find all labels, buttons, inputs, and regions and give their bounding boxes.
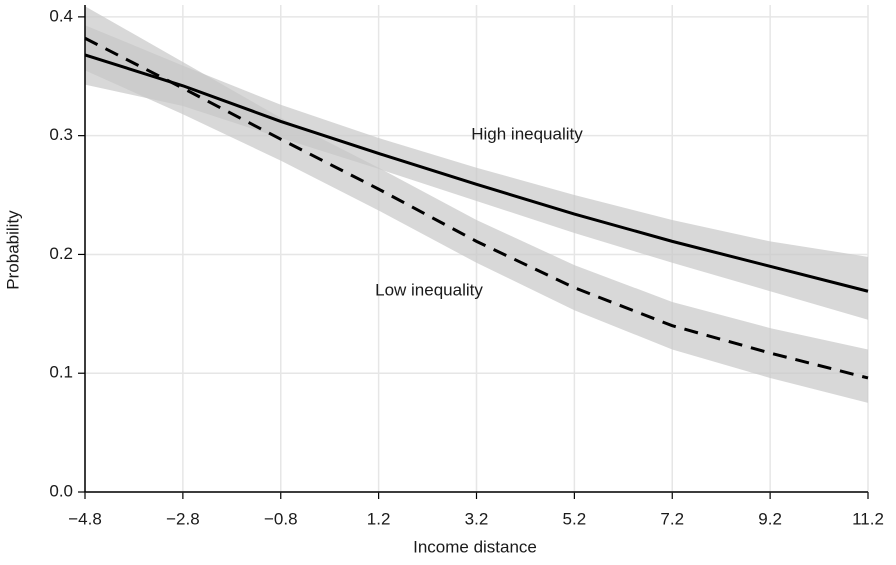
x-tick-label: 9.2 bbox=[758, 509, 782, 528]
x-tick-label: −2.8 bbox=[166, 509, 200, 528]
x-tick-label: 5.2 bbox=[563, 509, 587, 528]
x-tick-label: 1.2 bbox=[367, 509, 391, 528]
x-tick-label: −0.8 bbox=[264, 509, 298, 528]
x-tick-label: −4.8 bbox=[68, 509, 102, 528]
y-tick-label: 0.2 bbox=[49, 244, 73, 263]
y-tick-label: 0.4 bbox=[49, 6, 73, 25]
x-tick-label: 7.2 bbox=[660, 509, 684, 528]
x-axis-label: Income distance bbox=[413, 537, 537, 556]
confidence-band bbox=[85, 25, 868, 320]
y-axis-label: Probability bbox=[3, 210, 22, 290]
series-annotation: High inequality bbox=[471, 124, 583, 143]
y-tick-label: 0.1 bbox=[49, 363, 73, 382]
series-annotation: Low inequality bbox=[375, 280, 483, 299]
series-line bbox=[84, 36, 869, 380]
x-tick-label: 11.2 bbox=[852, 509, 884, 528]
y-tick-label: 0.3 bbox=[49, 125, 73, 144]
x-tick-label: 3.2 bbox=[465, 509, 489, 528]
confidence-band bbox=[85, 6, 868, 403]
series-line bbox=[84, 53, 869, 293]
y-tick-label: 0.0 bbox=[49, 481, 73, 500]
